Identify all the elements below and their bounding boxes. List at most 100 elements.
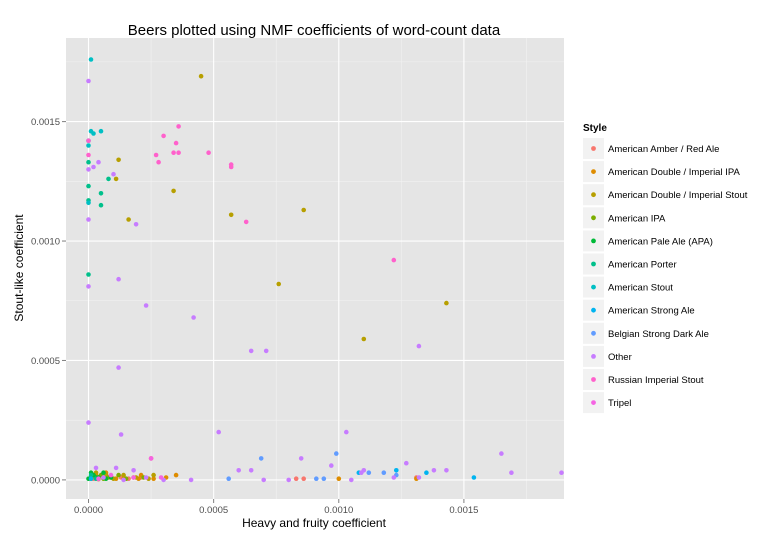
data-point [113,465,119,471]
data-point [276,281,282,287]
data-point [171,188,176,194]
data-point [171,150,176,155]
legend-label: Other [608,352,632,363]
legend-swatch [591,330,596,336]
data-point [86,138,91,143]
data-point [116,157,121,163]
data-point [86,183,91,189]
data-point [88,472,94,478]
data-point [91,131,96,136]
x-tick-label: 0.0015 [449,505,478,516]
legend-swatch [591,215,596,221]
data-point [198,73,204,79]
data-point [88,476,94,482]
data-point [263,348,269,354]
data-point [88,57,94,62]
data-point [173,140,179,146]
legend-label: Tripel [608,398,631,409]
data-point [116,276,121,282]
data-point [151,476,156,482]
legend-swatch [591,307,596,313]
data-point [206,150,211,155]
data-point [188,477,194,483]
data-point [391,475,397,480]
data-point [108,472,114,478]
data-point [86,143,91,148]
data-point [101,475,106,480]
data-point [121,472,126,478]
data-point [329,463,334,468]
plot-panel [66,38,564,499]
data-point [86,272,91,277]
data-point [344,429,349,435]
legend-swatch [591,354,596,359]
data-point [499,451,504,456]
data-point [258,456,264,461]
data-point [444,300,449,306]
x-tick-label: 0.0000 [74,505,103,516]
data-point [216,429,221,435]
x-tick-label: 0.0005 [199,505,228,516]
data-point [86,420,91,425]
data-point [153,152,159,158]
data-point [86,217,91,222]
data-point [96,159,101,165]
data-point [416,475,422,480]
data-point [158,475,164,480]
data-point [111,171,116,177]
data-point [116,472,121,478]
data-point [361,468,367,473]
data-point [91,164,96,170]
legend-title: Style [583,123,607,134]
data-point [334,451,339,456]
data-point [381,470,387,476]
legend-label: American IPA [608,213,666,224]
legend-label: American Amber / Red Ale [608,144,719,155]
legend-swatch [591,284,596,290]
data-point [431,468,437,473]
data-point [96,476,101,482]
data-point [101,470,106,476]
data-point [361,336,367,342]
data-point [424,470,429,476]
y-tick-label: 0.0015 [31,117,60,128]
legend-swatch [591,146,596,151]
data-point [293,476,299,482]
data-point [301,476,307,482]
data-point [173,472,179,478]
data-point [509,470,514,476]
data-point [98,191,104,196]
data-point [444,468,449,473]
data-point [471,475,477,480]
data-point [86,152,91,158]
data-point [151,472,156,478]
data-point [86,159,91,165]
legend-label: American Double / Imperial Stout [608,190,748,201]
y-tick-label: 0.0010 [31,237,60,248]
data-point [126,217,131,222]
legend-label: Russian Imperial Stout [608,375,704,386]
data-points [86,57,564,483]
y-tick-label: 0.0005 [31,356,60,367]
data-point [176,124,181,129]
data-point [191,315,196,320]
data-point [226,476,231,482]
legend-label: American Double / Imperial IPA [608,167,740,178]
data-point [248,348,254,354]
data-point [131,468,136,473]
data-point [336,476,342,482]
data-point [156,159,161,165]
data-point [131,475,136,480]
data-point [133,222,139,227]
chart-title: Beers plotted using NMF coefficients of … [128,22,501,39]
data-point [314,476,319,482]
y-tick-label: 0.0000 [31,475,60,486]
data-point [161,133,166,139]
y-axis-title: Stout-like coefficient [12,214,26,322]
data-point [559,470,564,476]
legend-label: American Porter [608,260,677,271]
legend-label: American Strong Ale [608,306,695,317]
data-point [98,202,104,208]
